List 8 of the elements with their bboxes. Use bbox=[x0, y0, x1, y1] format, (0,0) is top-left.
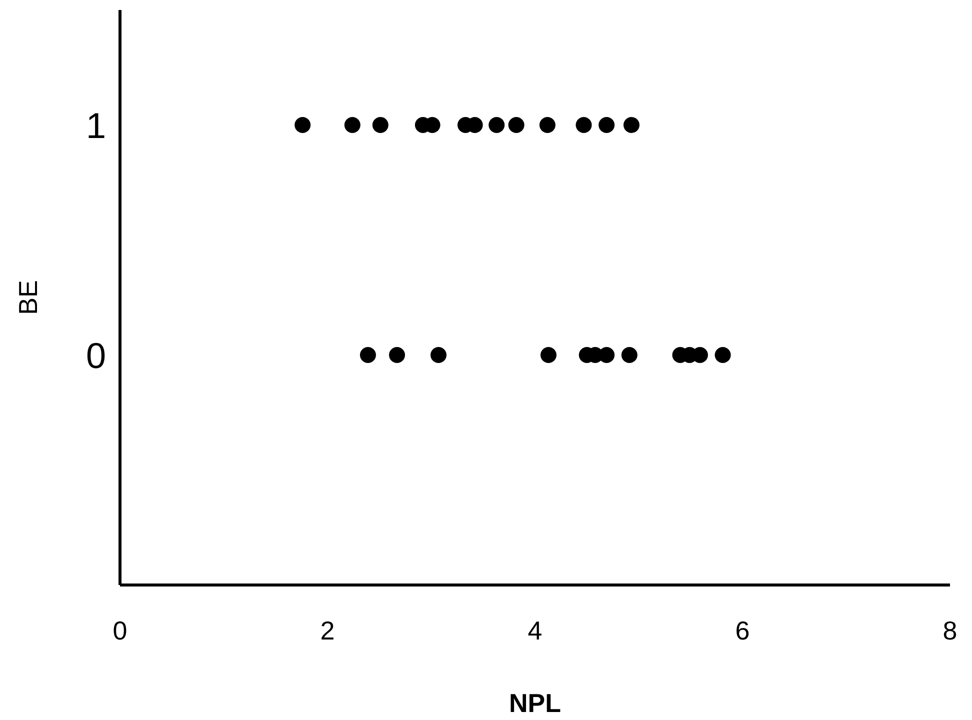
x-axis-title: NPL bbox=[509, 688, 562, 718]
x-tick-label: 4 bbox=[528, 615, 542, 646]
y-tick-label: 1 bbox=[86, 104, 106, 146]
x-tick-label: 0 bbox=[112, 615, 128, 646]
x-tick-label: 2 bbox=[320, 615, 335, 646]
x-tick-label: 6 bbox=[735, 615, 750, 646]
y-axis-title: BE bbox=[13, 280, 44, 315]
x-tick-label: 8 bbox=[942, 615, 958, 646]
